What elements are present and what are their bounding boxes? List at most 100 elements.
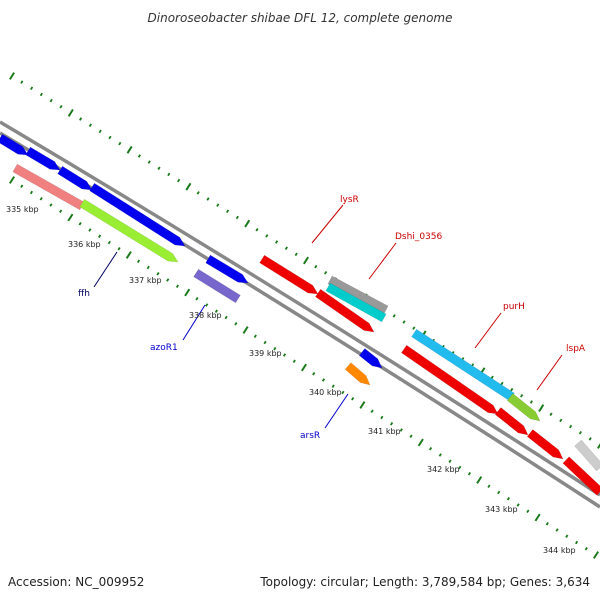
outer-tick	[255, 228, 259, 232]
inner-tick	[565, 534, 569, 538]
inner-tick	[49, 203, 53, 207]
gene-label: lysR	[340, 195, 359, 205]
inner-tick	[117, 247, 121, 251]
inner-tick	[107, 240, 111, 245]
gene-label: arsR	[300, 431, 320, 441]
inner-tick	[242, 326, 249, 334]
inner-tick	[331, 384, 335, 388]
outer-tick	[59, 105, 63, 109]
inner-tick	[534, 513, 541, 522]
outer-tick	[9, 72, 15, 80]
inner-tick	[156, 272, 160, 276]
inner-tick	[399, 428, 403, 432]
kbp-label: 336 kbp	[68, 240, 101, 249]
inner-tick	[125, 251, 132, 259]
gene-arrow	[526, 429, 564, 460]
outer-tick	[500, 381, 504, 386]
outer-tick	[185, 182, 192, 191]
outer-tick	[177, 178, 181, 183]
outer-tick	[216, 203, 220, 207]
inner-tick	[8, 176, 16, 184]
inner-tick	[526, 509, 530, 513]
gene-arrow	[574, 439, 600, 472]
accession-text: Accession: NC_009952	[8, 575, 144, 589]
inner-tick	[428, 447, 433, 451]
inner-tick	[273, 347, 277, 351]
outer-tick	[569, 424, 573, 429]
label-leaders	[93, 204, 563, 429]
outer-tick	[578, 430, 582, 435]
inner-tick	[545, 522, 549, 526]
kbp-label: 337 kbp	[129, 276, 162, 285]
kbp-label: 338 kbp	[189, 311, 222, 320]
outer-tick	[597, 443, 600, 449]
label-leader	[536, 354, 563, 391]
outer-tick	[588, 437, 592, 441]
gene-arrow	[315, 288, 375, 333]
inner-tick	[224, 315, 228, 320]
outer-tick	[98, 129, 102, 134]
inner-tick	[592, 551, 600, 559]
kbp-label: 339 kbp	[249, 349, 282, 358]
kbp-label: 340 kbp	[309, 388, 342, 397]
inner-tick	[78, 222, 82, 226]
outer-tick	[529, 400, 533, 404]
inner-tick	[380, 415, 384, 420]
gene-arrow	[25, 146, 61, 171]
gene-arrow	[358, 348, 383, 369]
outer-tick	[118, 141, 122, 146]
inner-tick	[253, 334, 257, 338]
outer-tick	[324, 271, 328, 275]
label-leader	[311, 204, 344, 244]
inner-tick	[234, 322, 238, 326]
inner-tick	[476, 476, 483, 484]
inner-tick	[497, 490, 501, 495]
outer-tick	[559, 418, 563, 423]
gene-arrow	[494, 407, 529, 436]
outer-tick	[235, 215, 239, 220]
inner-tick	[59, 209, 63, 213]
inner-tick	[390, 422, 394, 426]
tick-marks	[8, 72, 600, 559]
inner-tick	[312, 372, 316, 376]
inner-tick	[584, 547, 588, 551]
outer-tick	[167, 172, 171, 177]
inner-tick	[175, 284, 180, 288]
inner-tick	[409, 434, 413, 438]
inner-tick	[555, 528, 559, 532]
outer-tick	[49, 98, 53, 103]
gene-arrow	[12, 163, 85, 211]
outer-tick	[88, 123, 92, 127]
outer-tick	[284, 246, 288, 250]
gene-arrow	[506, 393, 541, 422]
outer-tick	[490, 375, 494, 380]
outer-tick	[275, 240, 279, 244]
outer-tick	[402, 320, 406, 324]
outer-tick	[314, 264, 318, 269]
map-title: Dinoroseobacter shibae DFL 12, complete …	[148, 11, 453, 25]
gene-arrow	[344, 362, 371, 386]
kbp-label: 342 kbp	[427, 465, 460, 474]
kbp-label: 344 kbp	[543, 546, 576, 555]
gene-arrow	[193, 268, 241, 304]
inner-tick	[146, 265, 150, 270]
inner-tick	[574, 540, 579, 545]
gene-arrow	[259, 254, 319, 295]
backbone-outer	[0, 120, 600, 497]
label-leader	[182, 304, 206, 341]
inner-tick	[438, 453, 442, 457]
gene-arrow	[79, 198, 179, 263]
kbp-labels: 335 kbp 336 kbp 337 kbp 338 kbp 339 kbp 340 k…	[6, 205, 576, 555]
gene-arrow	[325, 282, 387, 323]
gene-label: ffh	[78, 289, 90, 299]
inner-tick	[359, 401, 366, 409]
label-leader	[474, 312, 502, 349]
outer-tick	[510, 387, 514, 392]
kbp-label: 343 kbp	[485, 505, 518, 514]
inner-tick	[292, 359, 296, 363]
inner-tick	[417, 438, 424, 447]
outer-tick	[206, 197, 210, 201]
gene-arrow	[205, 254, 249, 284]
inner-tick	[516, 503, 520, 507]
outer-tick	[294, 252, 298, 257]
